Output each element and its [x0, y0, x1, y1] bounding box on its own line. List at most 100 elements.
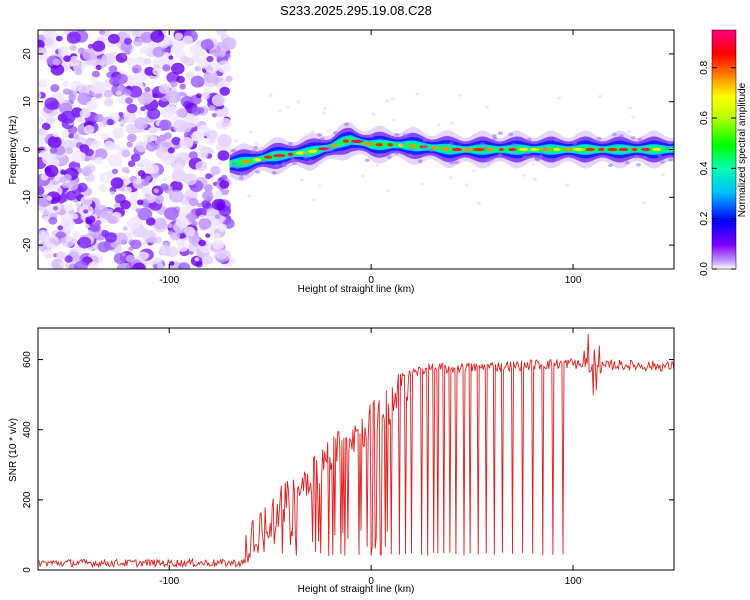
noise-speckle	[49, 158, 60, 167]
noise-speckle	[133, 37, 144, 47]
ridge-peak	[387, 143, 393, 147]
noise-speckle	[162, 177, 168, 182]
noise-speckle	[188, 234, 200, 245]
noise-speckle	[195, 93, 202, 99]
noise-speckle	[52, 58, 62, 66]
noise-speckle	[41, 122, 51, 131]
ridge-speckle	[508, 132, 514, 137]
ridge-speckle	[234, 165, 240, 170]
noise-speckle	[157, 263, 165, 269]
noise-speckle	[189, 44, 203, 55]
noise-speckle	[87, 43, 94, 49]
ridge-speckle	[492, 136, 498, 141]
noise-speckle	[121, 149, 131, 158]
ridge-peak	[498, 147, 504, 152]
sparse-speckle	[598, 95, 603, 98]
noise-speckle	[89, 222, 101, 233]
ridge-speckle	[394, 133, 400, 137]
ridge-peak	[562, 147, 574, 152]
y-tick-label: 200	[22, 491, 33, 508]
noise-speckle	[104, 98, 114, 107]
noise-speckle	[212, 198, 226, 211]
noise-speckle	[218, 118, 232, 130]
noise-speckle	[175, 216, 190, 229]
ridge-speckle	[522, 155, 528, 159]
noise-speckle	[95, 64, 102, 70]
noise-speckle	[54, 145, 66, 156]
noise-speckle	[68, 94, 76, 101]
noise-speckle	[188, 250, 194, 255]
sparse-speckle	[464, 183, 469, 187]
ridge-speckle	[251, 149, 256, 154]
noise-speckle	[193, 131, 205, 142]
noise-speckle	[70, 80, 83, 92]
noise-speckle	[206, 55, 214, 63]
noise-speckle	[197, 59, 209, 69]
noise-speckle	[44, 97, 59, 110]
noise-speckle	[217, 134, 232, 147]
noise-speckle	[57, 225, 64, 231]
noise-speckle	[110, 190, 115, 195]
noise-speckle	[100, 133, 109, 141]
noise-speckle	[171, 136, 181, 146]
noise-speckle	[43, 37, 55, 46]
noise-speckle	[143, 58, 152, 65]
colorbar-tick-label: 0.4	[699, 161, 710, 175]
ridge-speckle	[497, 152, 503, 157]
noise-speckle	[135, 56, 147, 67]
noise-speckle	[200, 151, 209, 158]
noise-speckle	[150, 134, 158, 142]
noise-speckle	[216, 60, 232, 73]
noise-speckle	[196, 202, 203, 208]
noise-speckle	[144, 164, 155, 174]
noise-speckle	[183, 173, 197, 186]
chart-title: S233.2025.295.19.08.C28	[280, 3, 432, 18]
noise-speckle	[43, 216, 50, 222]
ridge-speckle	[538, 154, 544, 159]
noise-speckle	[201, 199, 212, 209]
noise-speckle	[124, 37, 132, 45]
sparse-speckle	[385, 189, 390, 193]
ridge-speckle	[239, 172, 245, 176]
noise-speckle	[111, 168, 119, 175]
noise-speckle	[130, 239, 142, 250]
noise-speckle	[123, 113, 135, 123]
noise-speckle	[153, 217, 167, 230]
sparse-speckle	[371, 113, 376, 116]
ridge-speckle	[303, 155, 309, 160]
noise-speckle	[225, 75, 233, 82]
sparse-speckle	[627, 130, 632, 133]
ridge-peak	[362, 142, 374, 146]
noise-speckle	[130, 153, 141, 162]
ridge-speckle	[253, 145, 259, 150]
ridge-speckle	[319, 137, 325, 141]
ridge-peak	[473, 147, 486, 152]
noise-speckle	[126, 103, 138, 114]
noise-speckle	[61, 187, 68, 193]
noise-speckle	[74, 68, 83, 76]
sparse-speckle	[322, 111, 327, 115]
noise-speckle	[94, 156, 104, 165]
noise-speckle	[65, 147, 74, 155]
heatmap-xlabel: Height of straight line (km)	[298, 284, 415, 295]
noise-speckle	[162, 64, 171, 72]
ridge-speckle	[417, 159, 423, 163]
sparse-speckle	[522, 173, 527, 177]
noise-speckle	[179, 83, 186, 90]
noise-speckle	[219, 86, 230, 96]
ridge-peak	[263, 155, 273, 159]
ridge-speckle	[664, 146, 670, 151]
noise-speckle	[174, 32, 183, 40]
sparse-speckle	[565, 183, 570, 187]
noise-speckle	[215, 249, 228, 260]
ridge-speckle	[485, 159, 491, 163]
noise-speckle	[101, 53, 116, 65]
noise-speckle	[126, 57, 136, 65]
noise-speckle	[216, 30, 227, 36]
sparse-speckle	[415, 92, 420, 96]
sparse-speckle	[311, 198, 316, 202]
noise-speckle	[224, 53, 231, 59]
noise-speckle	[198, 218, 212, 230]
ridge-speckle	[572, 141, 578, 145]
